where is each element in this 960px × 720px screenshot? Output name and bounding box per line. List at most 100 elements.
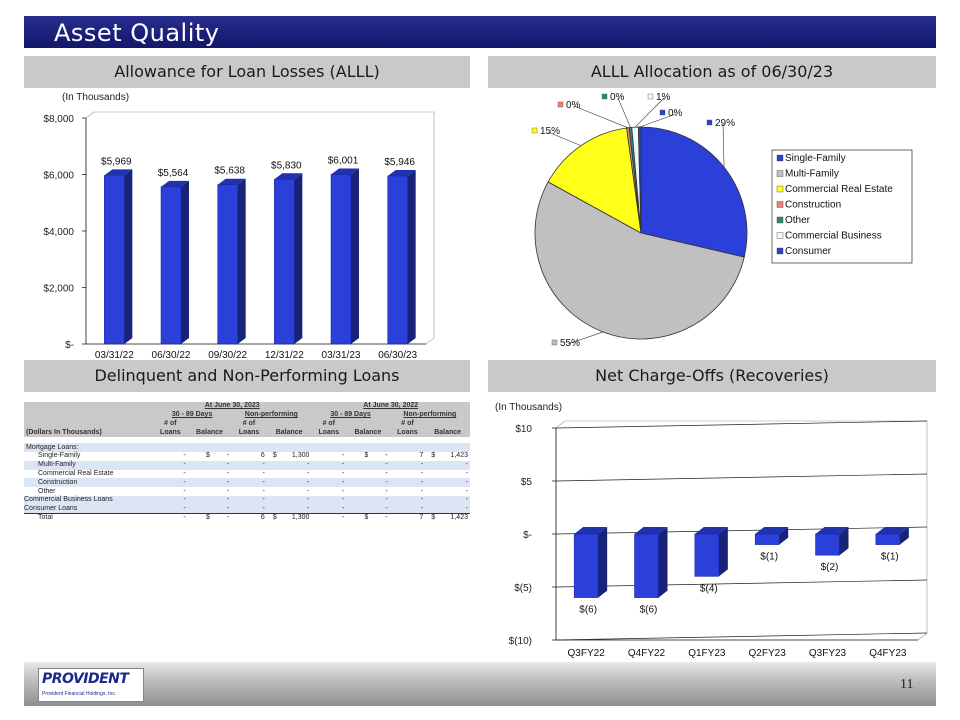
pie-legend-label: Commercial Business bbox=[785, 231, 882, 242]
alll-pie-chart: 29% 55% 15% 0% 0% 1% 0% Single-Family Multi-Fam… bbox=[531, 92, 913, 349]
table-cell: - bbox=[311, 460, 347, 470]
table-cell: $ bbox=[272, 514, 277, 522]
table-cell: - bbox=[311, 478, 347, 488]
col-of: # of bbox=[311, 419, 347, 429]
nco-x-label: Q3FY22 bbox=[568, 648, 606, 659]
table-cell: $ bbox=[431, 514, 436, 522]
table-cell bbox=[346, 495, 371, 505]
pie-label-swatch bbox=[557, 101, 564, 108]
nco-bar-side bbox=[779, 527, 789, 545]
table-cell: - bbox=[311, 495, 347, 505]
pie-leader-line bbox=[639, 113, 677, 128]
title-bar: Asset Quality bbox=[24, 16, 936, 48]
nco-heading: Net Charge-Offs (Recoveries) bbox=[488, 360, 936, 392]
pie-leader-line bbox=[634, 97, 665, 128]
footer-bar bbox=[24, 662, 936, 706]
nco-bar-label: $(6) bbox=[579, 605, 597, 616]
pie-label-swatch bbox=[659, 109, 666, 116]
pie-legend: Single-Family Multi-Family Commercial Real… bbox=[771, 149, 913, 264]
table-cell bbox=[425, 487, 437, 496]
table-cell: - bbox=[262, 469, 265, 477]
table-row: Multi-Family - - - - - - - - bbox=[24, 460, 470, 470]
table-cell bbox=[266, 478, 279, 488]
alll-bar bbox=[330, 174, 352, 345]
table-cell: - bbox=[385, 487, 388, 495]
row-label: Commercial Real Estate bbox=[38, 469, 114, 477]
nco-ytick-label: $5 bbox=[521, 477, 533, 488]
pie-slice-label: 1% bbox=[656, 92, 671, 103]
nco-bar-side bbox=[718, 527, 728, 577]
table-cell: $ bbox=[431, 452, 436, 460]
pie-slice-label: 15% bbox=[540, 126, 560, 137]
alll-x-label: 09/30/22 bbox=[208, 350, 247, 358]
table-cell bbox=[266, 495, 279, 505]
nco-bar bbox=[694, 533, 720, 577]
table-cell: - bbox=[153, 478, 188, 488]
table-cell: - bbox=[153, 495, 188, 505]
table-cell: - bbox=[211, 504, 232, 514]
pie-legend-swatch bbox=[776, 185, 784, 193]
nco-bar-side bbox=[658, 527, 668, 598]
alll-x-label: 06/30/23 bbox=[378, 350, 417, 358]
table-row: Total - $ - 6 $1,300 - $ - 7 $1,423 bbox=[24, 513, 470, 523]
table-row: Single-Family - $ - 6 $1,300 - $ - 7 $1,423 bbox=[24, 452, 470, 461]
pie-legend-label: Commercial Real Estate bbox=[785, 184, 893, 195]
table-row: Other - - - - - - - - bbox=[24, 487, 470, 496]
page-number: 11 bbox=[900, 677, 914, 692]
alll-bar-label: $6,001 bbox=[328, 155, 359, 166]
nco-bar-label: $(1) bbox=[881, 552, 899, 563]
col-balance: Balance bbox=[187, 428, 232, 438]
delinquency-heading: Delinquent and Non-Performing Loans bbox=[24, 360, 470, 392]
nco-bar bbox=[875, 533, 901, 545]
alll-bar-label: $5,830 bbox=[271, 160, 302, 171]
pie-slice-label: 29% bbox=[715, 118, 735, 129]
table-cell bbox=[425, 478, 438, 488]
alll-bar-side bbox=[351, 168, 359, 344]
nco-x-label: Q3FY23 bbox=[809, 648, 847, 659]
alll-unit-note: (In Thousands) bbox=[62, 92, 129, 103]
table-cell: - bbox=[341, 452, 345, 460]
days-header: 30 - 89 Days bbox=[311, 410, 390, 420]
table-row: Consumer Loans - - - - - - - - bbox=[24, 504, 470, 514]
pie-label-swatch bbox=[706, 119, 713, 126]
table-cell: 1,423 bbox=[450, 514, 468, 522]
dollars-label: (Dollars In Thousands) bbox=[24, 428, 153, 438]
pie-slice-label: 55% bbox=[560, 338, 580, 349]
pie-label-swatch bbox=[531, 127, 538, 134]
np-header: Non-performing bbox=[389, 410, 470, 420]
logo-name: PROVIDENT bbox=[42, 671, 129, 687]
pie-leader-line bbox=[567, 331, 604, 345]
table-cell: - bbox=[231, 495, 267, 505]
pie-legend-swatch bbox=[776, 247, 784, 255]
period-2023: At June 30, 2023 bbox=[153, 402, 312, 411]
table-cell bbox=[346, 487, 370, 496]
nco-bar-label: $(2) bbox=[821, 562, 839, 573]
alll-x-label: 03/31/23 bbox=[322, 350, 361, 358]
table-cell: - bbox=[183, 469, 186, 477]
table-cell: $ bbox=[364, 452, 369, 460]
pie-slice-label: 0% bbox=[610, 92, 625, 103]
row-label: Consumer Loans bbox=[24, 504, 153, 514]
table-cell: - bbox=[389, 460, 426, 470]
table-cell: 1,300 bbox=[291, 514, 310, 522]
table-cell: - bbox=[341, 514, 345, 522]
table-cell: $ bbox=[272, 452, 277, 460]
row-label: Other bbox=[38, 487, 56, 495]
table-cell: 1,423 bbox=[450, 452, 468, 460]
col-balance: Balance bbox=[266, 428, 312, 438]
col-loans: Loans bbox=[231, 428, 267, 438]
alll-plot-wall bbox=[85, 111, 435, 345]
table-cell: - bbox=[278, 504, 312, 514]
table-cell: - bbox=[226, 469, 230, 477]
row-label: Multi-Family bbox=[24, 460, 153, 470]
alll-bar bbox=[217, 184, 238, 345]
pie-legend-label: Multi-Family bbox=[785, 169, 839, 180]
nco-bar-top bbox=[755, 527, 789, 534]
pie-leader-line bbox=[547, 131, 582, 146]
alll-bar-side bbox=[407, 170, 416, 344]
table-cell: - bbox=[341, 487, 345, 495]
nco-x-label: Q1FY23 bbox=[688, 648, 726, 659]
table-cell bbox=[425, 460, 438, 470]
nco-bar bbox=[815, 533, 840, 556]
table-cell: - bbox=[370, 478, 390, 488]
